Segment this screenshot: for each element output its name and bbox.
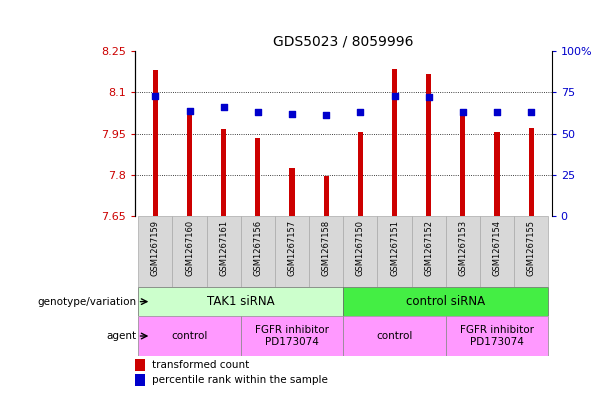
Point: [424, 94, 433, 101]
Bar: [187, 114, 192, 216]
Bar: [358, 132, 363, 216]
Text: FGFR inhibitor
PD173074: FGFR inhibitor PD173074: [255, 325, 329, 347]
Bar: [392, 69, 397, 216]
Bar: [426, 75, 432, 216]
Text: GSM1267151: GSM1267151: [390, 220, 399, 275]
Bar: [221, 130, 226, 216]
Bar: [241, 216, 275, 287]
Bar: [275, 216, 309, 287]
Bar: [289, 168, 295, 216]
Bar: [528, 128, 534, 216]
Point: [287, 111, 297, 117]
Bar: [343, 287, 548, 316]
Text: TAK1 siRNA: TAK1 siRNA: [207, 295, 275, 308]
Text: GSM1267153: GSM1267153: [459, 220, 467, 276]
Bar: [324, 176, 329, 216]
Bar: [153, 70, 158, 216]
Point: [390, 92, 400, 99]
Text: GSM1267156: GSM1267156: [253, 220, 262, 276]
Text: FGFR inhibitor
PD173074: FGFR inhibitor PD173074: [460, 325, 534, 347]
Text: GSM1267161: GSM1267161: [219, 220, 228, 276]
Title: GDS5023 / 8059996: GDS5023 / 8059996: [273, 35, 414, 48]
Point: [150, 92, 160, 99]
Bar: [343, 216, 378, 287]
Bar: [446, 316, 548, 356]
Text: genotype/variation: genotype/variation: [37, 297, 137, 307]
Bar: [378, 216, 411, 287]
Point: [458, 109, 468, 115]
Bar: [309, 216, 343, 287]
Bar: [495, 132, 500, 216]
Bar: [135, 359, 145, 371]
Bar: [480, 216, 514, 287]
Text: GSM1267159: GSM1267159: [151, 220, 160, 275]
Text: GSM1267157: GSM1267157: [287, 220, 297, 276]
Text: transformed count: transformed count: [151, 360, 249, 370]
Text: GSM1267158: GSM1267158: [322, 220, 330, 276]
Bar: [139, 216, 172, 287]
Text: GSM1267150: GSM1267150: [356, 220, 365, 275]
Point: [492, 109, 502, 115]
Bar: [255, 138, 261, 216]
Bar: [139, 316, 241, 356]
Text: control: control: [172, 331, 208, 341]
Bar: [207, 216, 241, 287]
Point: [356, 109, 365, 115]
Text: percentile rank within the sample: percentile rank within the sample: [151, 375, 327, 385]
Bar: [135, 374, 145, 386]
Bar: [343, 316, 446, 356]
Text: control siRNA: control siRNA: [406, 295, 485, 308]
Point: [253, 109, 263, 115]
Point: [527, 109, 536, 115]
Bar: [241, 316, 343, 356]
Bar: [460, 114, 465, 216]
Point: [185, 107, 194, 114]
Text: GSM1267160: GSM1267160: [185, 220, 194, 276]
Text: agent: agent: [107, 331, 137, 341]
Point: [321, 112, 331, 119]
Text: control: control: [376, 331, 413, 341]
Bar: [446, 216, 480, 287]
Text: GSM1267152: GSM1267152: [424, 220, 433, 275]
Text: GSM1267155: GSM1267155: [527, 220, 536, 275]
Bar: [514, 216, 548, 287]
Text: GSM1267154: GSM1267154: [492, 220, 501, 275]
Bar: [139, 287, 343, 316]
Point: [219, 104, 229, 110]
Bar: [172, 216, 207, 287]
Bar: [411, 216, 446, 287]
